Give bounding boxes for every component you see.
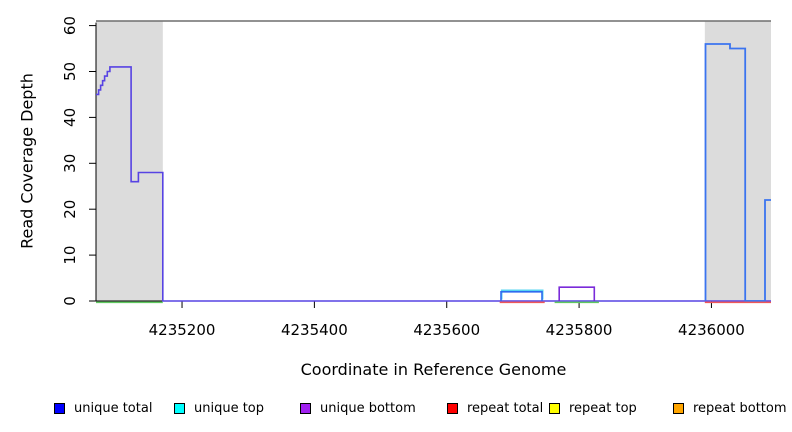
x-tick-label: 4236000 — [678, 321, 745, 339]
legend-swatch-icon — [300, 402, 311, 414]
legend-item-repeat-top: repeat top — [549, 399, 637, 417]
y-tick-label: 10 — [61, 246, 79, 265]
y-tick-label: 40 — [61, 108, 79, 127]
legend-label: unique total — [74, 400, 153, 416]
legend: unique total unique top unique bottom repea… — [0, 399, 792, 421]
legend-item-unique-top: unique top — [174, 399, 264, 417]
x-axis-title: Coordinate in Reference Genome — [300, 360, 567, 379]
y-axis-title: Read Coverage Depth — [17, 73, 37, 249]
legend-item-repeat-total: repeat total — [447, 399, 543, 417]
y-tick-label: 30 — [61, 154, 79, 173]
series-unique-coverage-main — [96, 66, 771, 302]
legend-swatch-icon — [673, 402, 684, 414]
legend-swatch-icon — [549, 402, 560, 414]
legend-label: repeat bottom — [693, 400, 787, 416]
legend-label: unique bottom — [320, 400, 416, 416]
x-tick-label: 4235400 — [281, 321, 348, 339]
x-tick-label: 4235600 — [413, 321, 480, 339]
legend-item-unique-bottom: unique bottom — [300, 399, 416, 417]
legend-item-unique-total: unique total — [54, 399, 152, 417]
legend-label: repeat total — [467, 400, 544, 416]
legend-label: repeat top — [569, 400, 637, 416]
series-unique-total-bump — [500, 290, 543, 301]
y-tick-label: 20 — [61, 200, 79, 219]
y-tick-label: 0 — [61, 296, 79, 306]
shaded-region-right — [704, 21, 771, 302]
x-tick-label: 4235800 — [546, 321, 613, 339]
legend-item-repeat-bottom: repeat bottom — [673, 399, 787, 417]
legend-swatch-icon — [54, 402, 65, 414]
legend-swatch-icon — [447, 402, 458, 414]
series-unique-coverage-right — [704, 43, 771, 302]
legend-label: unique top — [194, 400, 265, 416]
plot-area: 4235200 4235400 4235600 4235800 4236000 0 10 20… — [61, 16, 771, 339]
legend-swatch-icon — [174, 402, 185, 414]
shaded-region-left — [96, 21, 163, 302]
y-tick-label: 60 — [61, 16, 79, 35]
series-unique-bottom-bump — [558, 286, 596, 301]
y-tick-label: 50 — [61, 62, 79, 81]
x-tick-label: 4235200 — [149, 321, 216, 339]
